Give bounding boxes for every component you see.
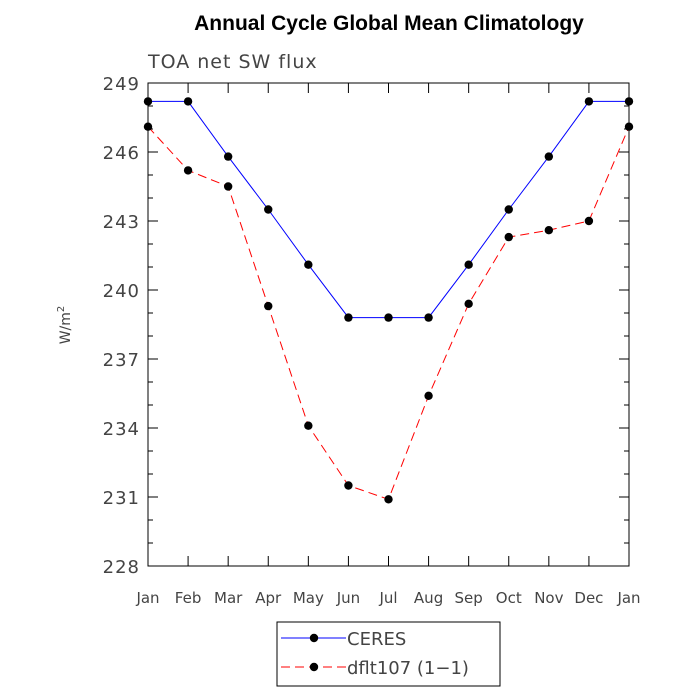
data-point-series-1 (584, 216, 594, 226)
series-line-1 (147, 126, 630, 500)
legend-label-dflt107: dflt107 (1−1) (347, 658, 469, 679)
x-tick-label: Oct (496, 589, 522, 607)
y-tick-label: 240 (103, 281, 140, 302)
x-tick-label: Mar (214, 589, 243, 607)
series-layer (143, 97, 634, 504)
data-point-series-0 (544, 152, 554, 161)
data-point-series-0 (424, 313, 433, 322)
x-tick-label: Apr (255, 589, 282, 607)
data-point-series-1 (424, 391, 433, 400)
data-point-series-0 (304, 260, 313, 269)
chart-title: Annual Cycle Global Mean Climatology (194, 12, 584, 35)
data-point-series-1 (384, 495, 393, 504)
data-point-series-0 (183, 97, 193, 106)
y-tick-label: 237 (103, 350, 140, 371)
chart-subtitle: TOA net SW flux (147, 51, 318, 73)
legend-marker-ceres (309, 633, 319, 643)
data-point-series-1 (183, 166, 193, 175)
data-point-series-0 (344, 313, 353, 322)
data-point-series-1 (223, 182, 233, 191)
y-tick-label: 234 (103, 419, 140, 440)
y-axis-label-text: W/m (58, 312, 74, 344)
data-point-series-1 (264, 301, 273, 311)
data-point-series-1 (304, 421, 313, 430)
x-tick-label: May (293, 589, 324, 607)
data-point-series-0 (464, 260, 473, 269)
data-point-series-1 (464, 299, 473, 308)
y-tick-label: 243 (103, 212, 140, 233)
plot-frame (147, 82, 630, 567)
legend-marker-dflt107 (309, 662, 319, 672)
data-point-series-1 (504, 232, 513, 242)
data-point-series-1 (344, 481, 353, 490)
legend-box (276, 621, 501, 687)
data-point-series-1 (544, 226, 554, 235)
x-tick-label: Sep (455, 589, 483, 607)
y-tick-label: 231 (103, 488, 140, 509)
y-axis-label-superscript: 2 (56, 306, 67, 312)
y-tick-label: 249 (103, 74, 140, 95)
data-point-series-0 (384, 313, 393, 322)
x-tick-label: Feb (175, 589, 202, 607)
data-point-series-0 (504, 205, 513, 214)
data-point-series-0 (223, 152, 233, 161)
svg-text:W/m2: W/m2 (56, 306, 74, 345)
legend-label-ceres: CERES (347, 629, 406, 650)
axes: 228 231 234 237 240 243 246 249 Jan Feb Mar Apr May J… (103, 74, 641, 607)
x-tick-label: Jan (616, 589, 640, 607)
x-tick-label: Nov (534, 589, 563, 607)
data-point-series-0 (264, 205, 273, 214)
y-tick-label: 246 (103, 143, 140, 164)
x-tick-label: Dec (574, 589, 603, 607)
x-tick-label: Jan (135, 589, 159, 607)
x-tick-label: Jul (378, 589, 397, 607)
y-tick-label: 228 (103, 557, 140, 578)
x-tick-label: Aug (414, 589, 443, 607)
data-point-series-0 (584, 97, 594, 106)
legend: CERES dflt107 (1−1) (276, 621, 501, 687)
series-line-0 (148, 100, 629, 319)
x-tick-label: Jun (336, 589, 360, 607)
y-axis-label: W/m2 (56, 306, 74, 345)
